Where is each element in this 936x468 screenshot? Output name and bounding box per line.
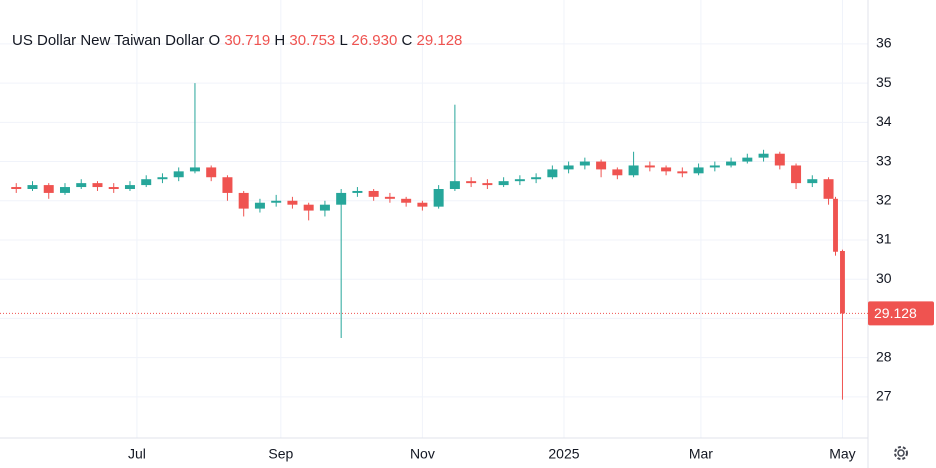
candle-body (417, 202, 428, 207)
candle-body (774, 153, 785, 166)
y-tick-label: 36 (876, 35, 892, 51)
legend-label: L (339, 32, 347, 49)
candle-body (287, 200, 298, 205)
candle-body (141, 179, 152, 186)
candle-body (384, 196, 395, 199)
grid (0, 0, 868, 438)
legend-label: C (401, 32, 412, 49)
legend-value: 30.719 (224, 32, 270, 49)
candle-body (59, 187, 70, 193)
candle-body (336, 192, 347, 205)
candle-body (368, 190, 379, 197)
candle-body (482, 183, 493, 186)
y-tick-label: 30 (876, 270, 892, 286)
candle-body (222, 177, 233, 193)
legend-value: 29.128 (417, 32, 463, 49)
candle-body (92, 183, 103, 188)
x-tick-label: May (829, 446, 855, 462)
candle-body (271, 200, 282, 203)
y-tick-label: 35 (876, 74, 892, 90)
candle-body (206, 167, 217, 178)
candle-body (303, 204, 314, 211)
legend-label: O (208, 32, 220, 49)
candle-body (401, 198, 412, 203)
candle-body (238, 192, 249, 209)
candle-body (157, 177, 168, 180)
candle-body (612, 169, 623, 176)
candle-body (833, 198, 838, 252)
candle-body (579, 161, 590, 166)
legend-value: 30.753 (289, 32, 335, 49)
candle-body (124, 185, 135, 190)
candle-body (254, 202, 265, 209)
y-tick-label: 33 (876, 152, 892, 168)
candle-body (758, 153, 769, 158)
candle-body (709, 165, 720, 168)
x-tick-label: Sep (268, 446, 293, 462)
x-tick-label: Jul (128, 446, 146, 462)
candle-body (726, 161, 737, 166)
candle-body (531, 177, 542, 180)
candle-body (11, 187, 22, 190)
last-price-box (868, 301, 934, 326)
candle-body (449, 181, 460, 190)
candle-body (43, 185, 54, 193)
candle-body (596, 161, 607, 170)
legend-value: 26.930 (351, 32, 397, 49)
candle-body (319, 204, 330, 211)
x-tick-label: Mar (689, 446, 713, 462)
candle-body (742, 157, 753, 162)
candle-body (563, 165, 574, 170)
candle-body (173, 171, 184, 178)
chart-title: US Dollar New Taiwan Dollar (12, 32, 204, 49)
candle-body (189, 167, 200, 172)
x-tick-label: Nov (410, 446, 435, 462)
candles (11, 83, 845, 400)
candle-body (791, 165, 802, 184)
candle-body (514, 179, 525, 182)
candle-body (693, 167, 704, 174)
candle-body (840, 250, 845, 314)
y-tick-label: 32 (876, 191, 892, 207)
chart-legend: US Dollar New Taiwan Dollar O 30.719 H 3… (12, 32, 462, 49)
settings-button[interactable] (894, 446, 908, 460)
y-tick-label: 31 (876, 231, 892, 247)
candle-body (661, 167, 672, 172)
y-tick-label: 28 (876, 348, 892, 364)
y-tick-label: 27 (876, 388, 892, 404)
last-price-label: 29.128 (874, 305, 917, 321)
candle-body (352, 190, 363, 193)
candle-body (807, 179, 818, 184)
candle-body (547, 169, 558, 178)
candle-body (644, 165, 655, 168)
candle-body (27, 185, 38, 190)
x-tick-label: 2025 (548, 446, 579, 462)
candle-body (433, 189, 444, 207)
candle-body (498, 181, 509, 186)
legend-label: H (274, 32, 285, 49)
y-tick-label: 34 (876, 113, 892, 129)
candle-body (628, 165, 639, 176)
candle-body (823, 179, 834, 199)
candle-body (466, 181, 477, 184)
candle-body (76, 183, 87, 188)
candle-body (108, 187, 119, 190)
candle-body (677, 171, 688, 174)
